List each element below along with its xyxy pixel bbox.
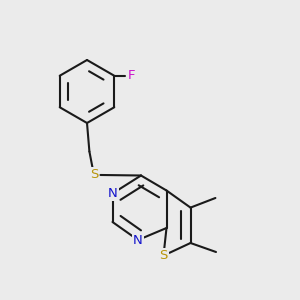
Text: S: S <box>159 249 168 262</box>
Text: S: S <box>90 168 98 182</box>
Text: F: F <box>128 69 135 82</box>
Text: N: N <box>133 233 143 247</box>
Text: N: N <box>108 187 117 200</box>
